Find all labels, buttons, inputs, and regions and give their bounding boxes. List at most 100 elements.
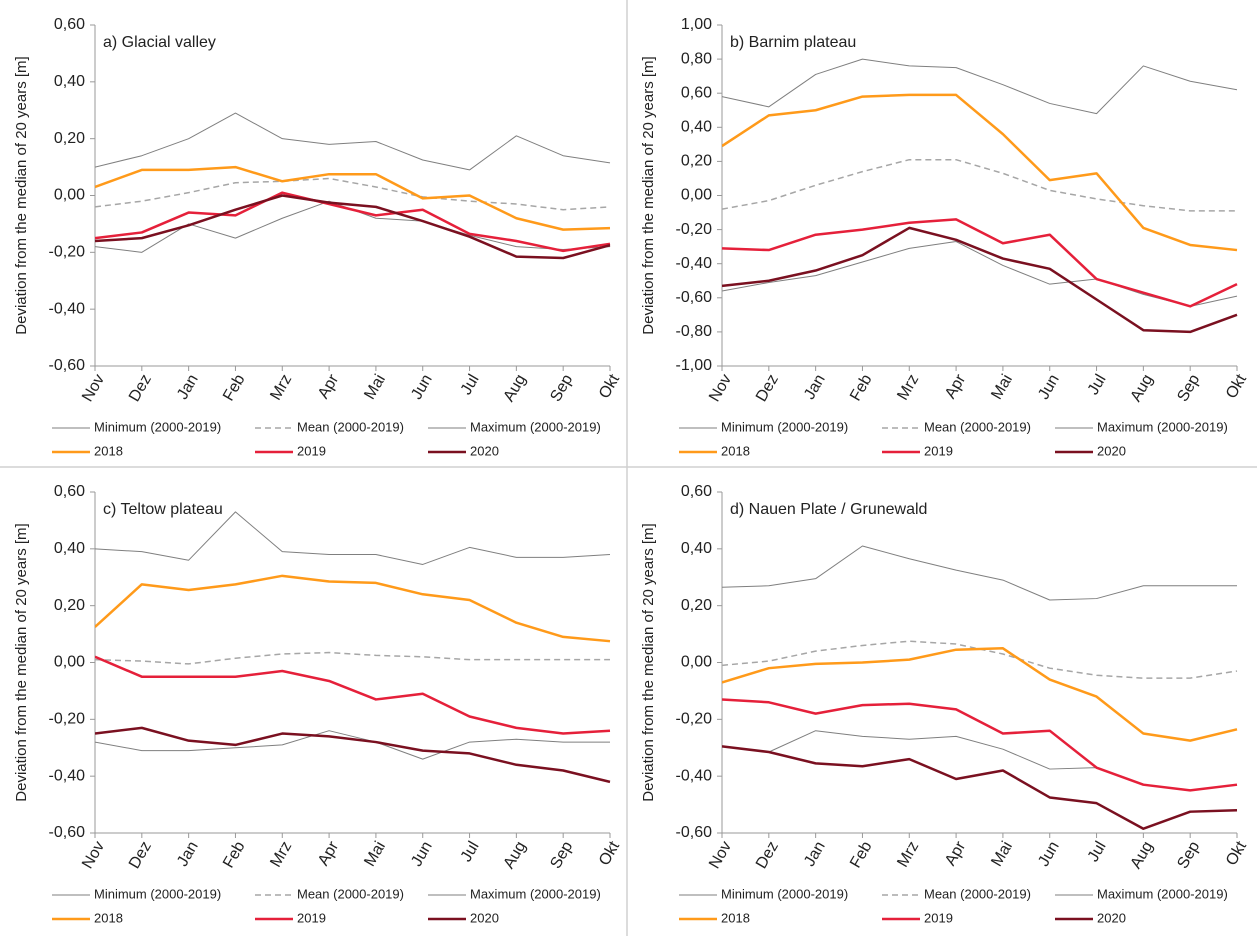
legend-label: Mean (2000-2019) xyxy=(297,886,404,901)
y-axis-label: Deviation from the median of 20 years [m… xyxy=(640,523,657,801)
x-tick-label: Mrz xyxy=(894,372,922,404)
legend-label: Mean (2000-2019) xyxy=(924,886,1031,901)
y-tick-label: -0,20 xyxy=(676,711,713,728)
series-line xyxy=(722,241,1238,307)
legend-label: 2019 xyxy=(924,910,953,925)
y-tick-label: -0,60 xyxy=(49,357,86,374)
x-tick-label: Nov xyxy=(706,372,735,405)
series-line xyxy=(95,112,611,171)
x-tick-label: Mai xyxy=(988,839,1016,870)
legend-label: 2019 xyxy=(924,443,953,458)
legend-label: 2018 xyxy=(721,910,750,925)
legend-label: 2020 xyxy=(1097,443,1126,458)
y-tick-label: 0,20 xyxy=(681,597,712,614)
y-tick-label: -0,40 xyxy=(49,767,86,784)
x-tick-label: Mai xyxy=(361,372,389,403)
x-tick-label: Apr xyxy=(942,371,970,402)
x-tick-label: Aug xyxy=(1128,839,1157,872)
x-tick-label: Jul xyxy=(458,372,483,398)
x-tick-label: Feb xyxy=(847,372,876,404)
x-tick-label: Okt xyxy=(1223,371,1250,402)
x-tick-label: Mrz xyxy=(267,839,295,871)
legend-label: 2018 xyxy=(94,443,123,458)
series-line xyxy=(722,58,1238,115)
y-tick-label: 0,60 xyxy=(681,84,712,101)
legend-label: Maximum (2000-2019) xyxy=(1097,419,1228,434)
y-tick-label: -1,00 xyxy=(676,357,713,374)
x-tick-label: Nov xyxy=(79,372,108,405)
x-tick-label: Okt xyxy=(596,371,623,402)
y-axis-label: Deviation from the median of 20 years [m… xyxy=(640,56,657,334)
x-tick-label: Dez xyxy=(126,372,155,405)
x-tick-label: Jun xyxy=(408,372,436,403)
x-tick-label: Apr xyxy=(315,838,343,869)
y-tick-label: 0,40 xyxy=(54,73,85,90)
x-tick-label: Jun xyxy=(408,839,436,870)
legend-label: 2020 xyxy=(1097,910,1126,925)
x-tick-label: Jan xyxy=(801,839,829,870)
series-line xyxy=(95,730,610,760)
y-tick-label: 0,00 xyxy=(54,187,85,204)
y-tick-label: -0,40 xyxy=(676,767,713,784)
y-axis-label: Deviation from the median of 20 years [m… xyxy=(13,56,30,334)
plot-lines xyxy=(95,511,611,784)
series-line xyxy=(95,194,611,260)
legend-label: 2018 xyxy=(721,443,750,458)
y-tick-label: 0,20 xyxy=(681,153,712,170)
legend-label: 2019 xyxy=(297,910,326,925)
series-line xyxy=(95,165,611,231)
y-tick-label: 0,40 xyxy=(54,540,85,557)
x-tick-label: Dez xyxy=(126,839,155,872)
x-tick-label: Aug xyxy=(501,372,530,405)
x-tick-label: Sep xyxy=(1174,839,1203,872)
x-tick-label: Aug xyxy=(501,839,530,872)
y-tick-label: 0,40 xyxy=(681,540,712,557)
x-tick-label: Feb xyxy=(220,839,249,871)
x-tick-label: Jul xyxy=(1085,372,1110,398)
legend-label: Minimum (2000-2019) xyxy=(721,419,848,434)
y-tick-label: 0,80 xyxy=(681,50,712,67)
x-tick-label: Feb xyxy=(847,839,876,871)
legend-label: Minimum (2000-2019) xyxy=(94,886,221,901)
x-tick-label: Jan xyxy=(174,839,202,870)
plot-lines xyxy=(722,58,1238,334)
series-line xyxy=(722,93,1238,252)
y-tick-label: -0,60 xyxy=(676,289,713,306)
series-line xyxy=(722,640,1238,679)
x-tick-label: Sep xyxy=(1174,372,1203,405)
x-tick-label: Sep xyxy=(547,839,576,872)
legend-label: Mean (2000-2019) xyxy=(924,419,1031,434)
series-line xyxy=(95,651,610,665)
x-tick-label: Jun xyxy=(1035,372,1063,403)
series-line xyxy=(95,191,611,253)
x-tick-label: Okt xyxy=(596,838,623,869)
series-line xyxy=(95,726,611,784)
panel-title: d) Nauen Plate / Grunewald xyxy=(730,501,927,518)
legend-label: Maximum (2000-2019) xyxy=(1097,886,1228,901)
y-tick-label: 0,60 xyxy=(54,16,85,33)
series-line xyxy=(95,655,611,735)
x-tick-label: Mai xyxy=(361,839,389,870)
series-line xyxy=(95,574,611,643)
x-tick-label: Mrz xyxy=(894,839,922,871)
series-line xyxy=(722,647,1238,742)
y-tick-label: 0,20 xyxy=(54,597,85,614)
legend-label: 2020 xyxy=(470,910,499,925)
y-tick-label: -0,20 xyxy=(676,221,713,238)
legend-label: Minimum (2000-2019) xyxy=(94,419,221,434)
y-tick-label: 0,60 xyxy=(681,483,712,500)
y-tick-label: 0,00 xyxy=(54,654,85,671)
x-tick-label: Feb xyxy=(220,372,249,404)
y-axis-label: Deviation from the median of 20 years [m… xyxy=(13,523,30,801)
series-line xyxy=(722,218,1238,308)
x-tick-label: Apr xyxy=(942,838,970,869)
y-tick-label: 0,60 xyxy=(54,483,85,500)
y-tick-label: -0,40 xyxy=(49,300,86,317)
series-line xyxy=(722,745,1238,830)
legend-label: Maximum (2000-2019) xyxy=(470,419,601,434)
series-line xyxy=(95,511,611,565)
legend-label: Maximum (2000-2019) xyxy=(470,886,601,901)
x-tick-label: Apr xyxy=(315,371,343,402)
legend-label: 2018 xyxy=(94,910,123,925)
y-tick-label: -0,20 xyxy=(49,711,86,728)
